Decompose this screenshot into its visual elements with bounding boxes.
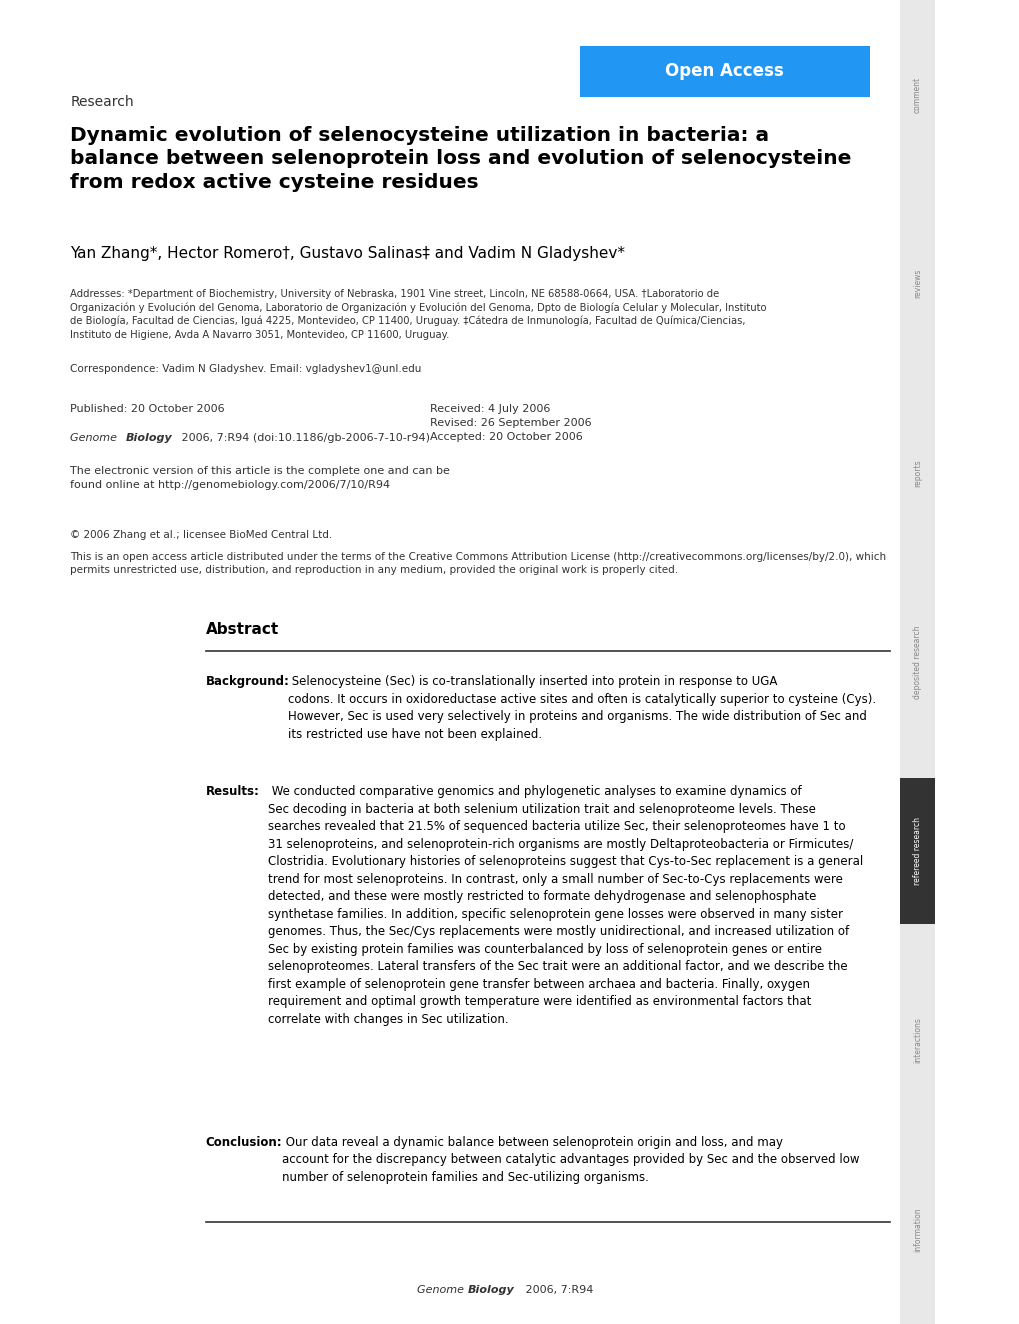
Text: Genome: Genome (70, 433, 120, 444)
FancyBboxPatch shape (899, 779, 934, 924)
Text: Conclusion:: Conclusion: (206, 1136, 282, 1149)
Text: Received: 4 July 2006
Revised: 26 September 2006
Accepted: 20 October 2006: Received: 4 July 2006 Revised: 26 Septem… (430, 404, 591, 442)
Text: information: information (912, 1207, 921, 1251)
Text: The electronic version of this article is the complete one and can be
found onli: The electronic version of this article i… (70, 466, 449, 490)
Text: Results:: Results: (206, 785, 260, 798)
Text: deposited research: deposited research (912, 625, 921, 699)
Text: Abstract: Abstract (206, 622, 278, 637)
Text: refereed research: refereed research (912, 817, 921, 886)
Text: © 2006 Zhang et al.; licensee BioMed Central Ltd.: © 2006 Zhang et al.; licensee BioMed Cen… (70, 530, 332, 540)
Text: We conducted comparative genomics and phylogenetic analyses to examine dynamics : We conducted comparative genomics and ph… (268, 785, 863, 1026)
Text: 2006, 7:R94: 2006, 7:R94 (522, 1284, 593, 1295)
Text: Biology: Biology (467, 1284, 514, 1295)
Text: comment: comment (912, 77, 921, 113)
Text: Our data reveal a dynamic balance between selenoprotein origin and loss, and may: Our data reveal a dynamic balance betwee… (282, 1136, 859, 1184)
Text: Background:: Background: (206, 675, 289, 688)
FancyBboxPatch shape (579, 46, 869, 97)
Text: interactions: interactions (912, 1017, 921, 1063)
Text: Correspondence: Vadim N Gladyshev. Email: vgladyshev1@unl.edu: Correspondence: Vadim N Gladyshev. Email… (70, 364, 421, 375)
FancyBboxPatch shape (899, 0, 934, 1324)
Text: Published: 20 October 2006: Published: 20 October 2006 (70, 404, 224, 414)
Text: 2006, 7:R94 (doi:10.1186/gb-2006-7-10-r94): 2006, 7:R94 (doi:10.1186/gb-2006-7-10-r9… (177, 433, 429, 444)
Text: Yan Zhang*, Hector Romero†, Gustavo Salinas‡ and Vadim N Gladyshev*: Yan Zhang*, Hector Romero†, Gustavo Sali… (70, 246, 625, 261)
Text: Research: Research (70, 95, 133, 110)
Text: Biology: Biology (125, 433, 172, 444)
Text: Dynamic evolution of selenocysteine utilization in bacteria: a
balance between s: Dynamic evolution of selenocysteine util… (70, 126, 851, 192)
Text: reviews: reviews (912, 269, 921, 298)
Text: Genome: Genome (417, 1284, 467, 1295)
Text: This is an open access article distributed under the terms of the Creative Commo: This is an open access article distribut… (70, 552, 886, 576)
Text: Selenocysteine (Sec) is co-translationally inserted into protein in response to : Selenocysteine (Sec) is co-translational… (287, 675, 875, 740)
Text: Addresses: *Department of Biochemistry, University of Nebraska, 1901 Vine street: Addresses: *Department of Biochemistry, … (70, 289, 766, 340)
Text: reports: reports (912, 459, 921, 487)
Text: Open Access: Open Access (664, 62, 784, 81)
